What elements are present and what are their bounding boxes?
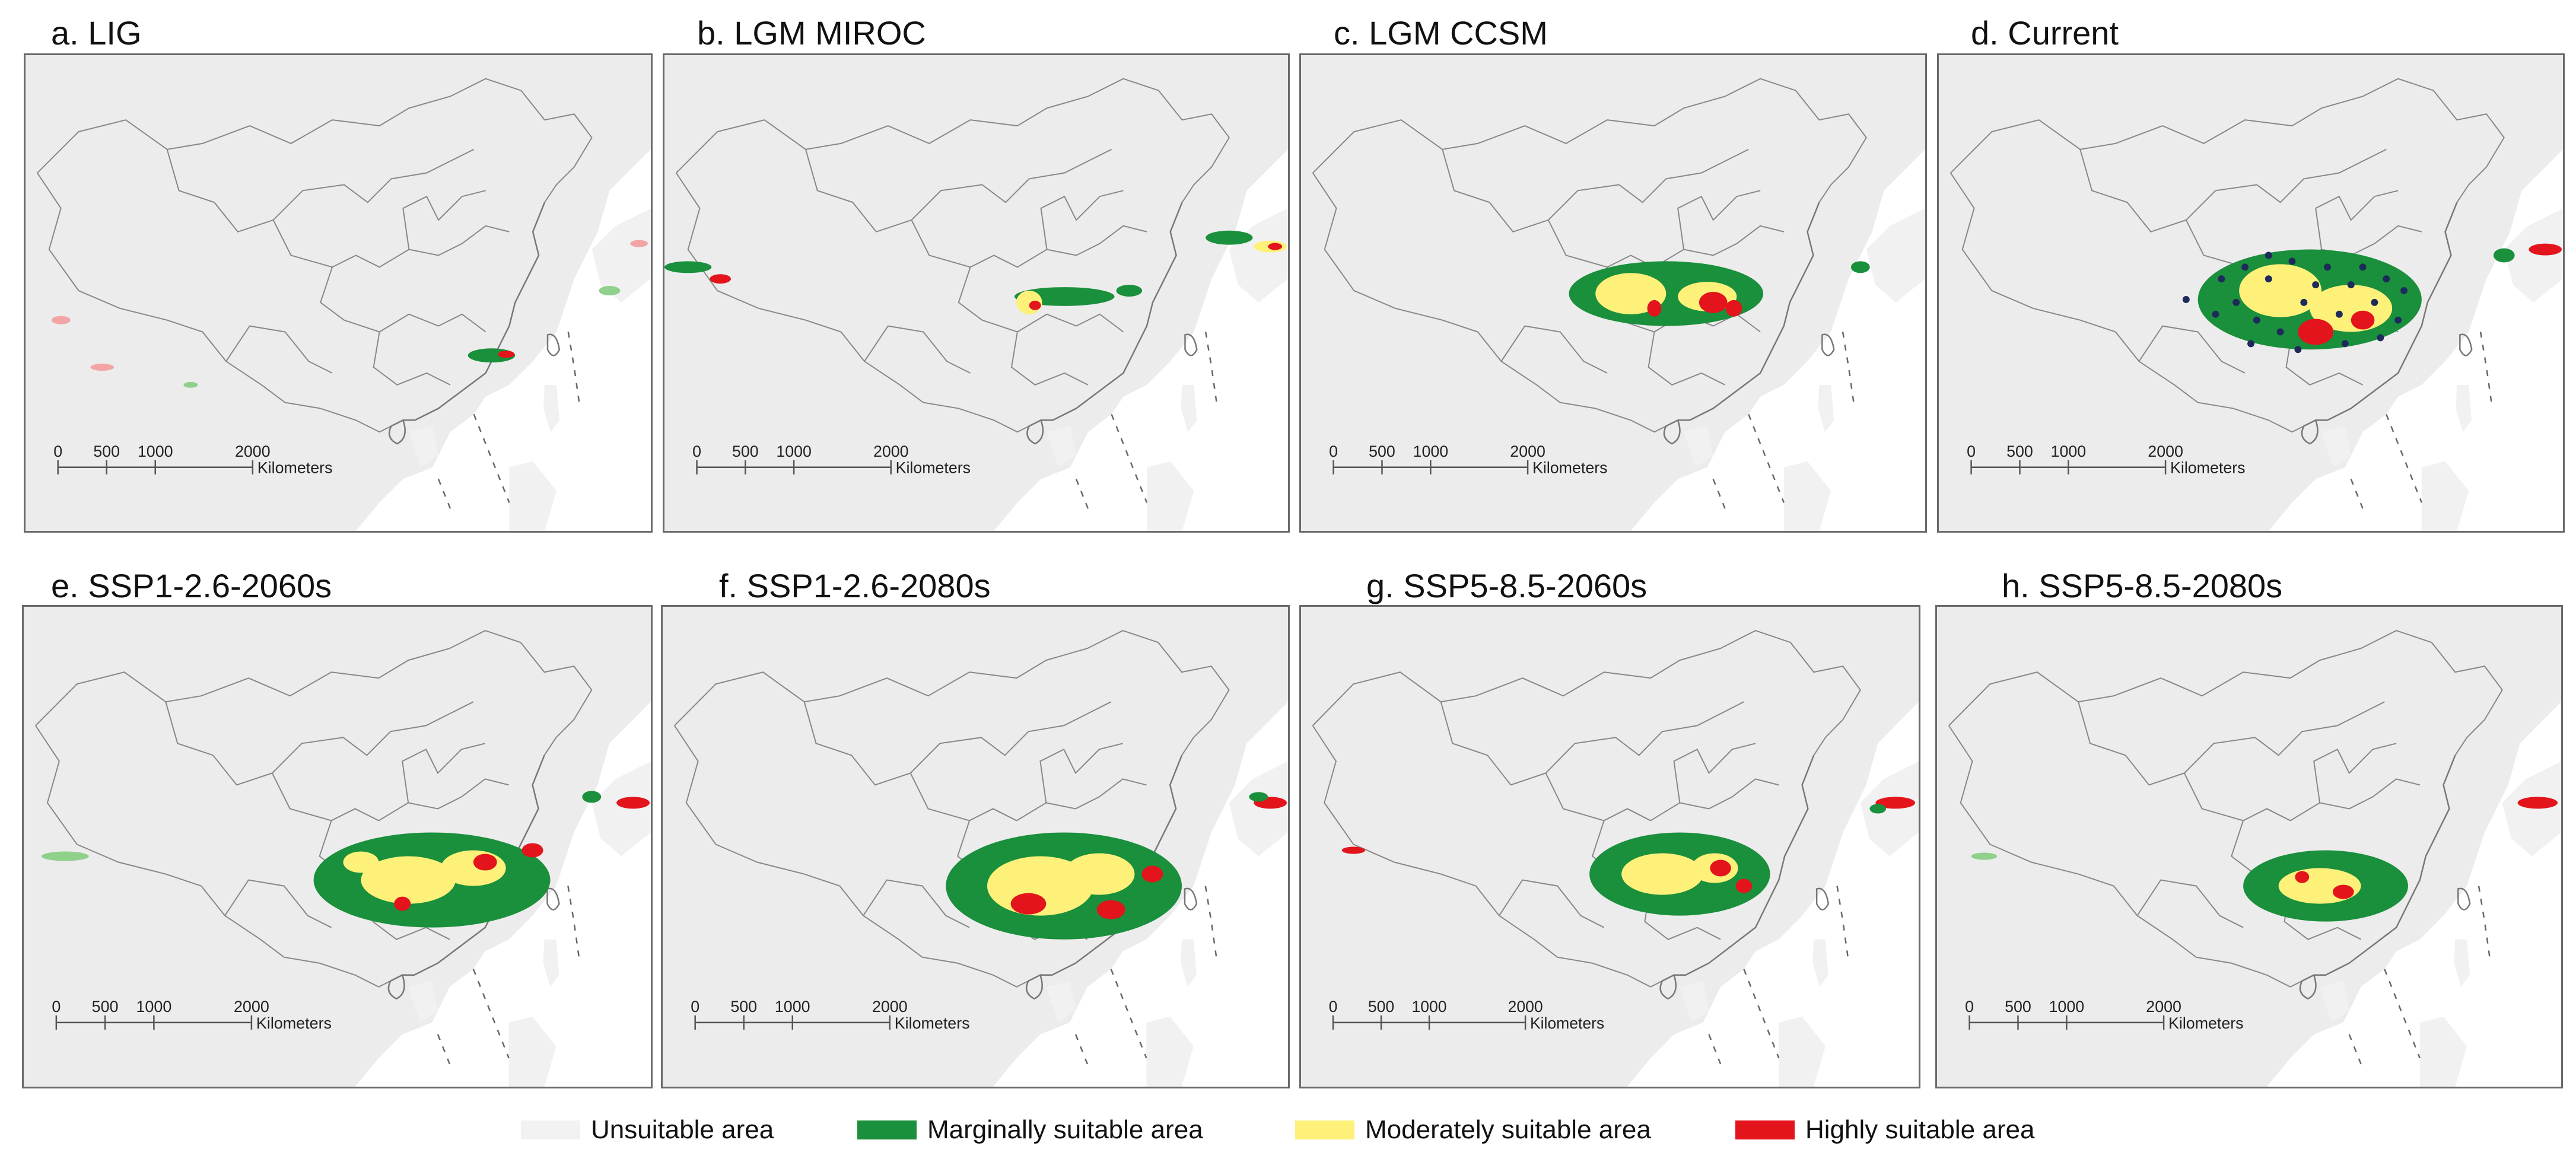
- panel-title-f: f. SSP1-2.6-2080s: [719, 567, 991, 604]
- scale-bar-tick-label: 0: [1329, 442, 1338, 460]
- legend-label: Unsuitable area: [591, 1115, 774, 1144]
- legend-item-moderate: Moderately suitable area: [1295, 1109, 1651, 1151]
- legend-label: Marginally suitable area: [927, 1115, 1203, 1144]
- legend-label: Highly suitable area: [1805, 1115, 2035, 1144]
- scale-bar-unit: Kilometers: [257, 459, 333, 477]
- suitability-overlay: [1341, 797, 1916, 916]
- scale-bar-tick-label: 0: [1329, 998, 1338, 1015]
- scale-bar-tick-label: 500: [92, 998, 119, 1015]
- legend-swatch: [1295, 1120, 1354, 1139]
- map-panel-g[interactable]: 0 500 1000 2000 Kilometers: [1299, 605, 1920, 1088]
- scale-bar-tick-label: 500: [2006, 442, 2033, 460]
- scale-bar-unit: Kilometers: [895, 1014, 970, 1032]
- scale-bar-tick-label: 0: [691, 998, 699, 1015]
- scale-bar-tick-label: 0: [1967, 442, 1976, 460]
- scale-bar-tick-label: 1000: [138, 442, 173, 460]
- map-panel-f[interactable]: 0 500 1000 2000 Kilometers: [661, 605, 1290, 1088]
- panel-title-a: a. LIG: [51, 14, 142, 52]
- map-panel-c[interactable]: 0 500 1000 2000 Kilometers: [1299, 53, 1927, 533]
- scale-bar-tick-label: 1000: [1413, 442, 1449, 460]
- base-map: [664, 55, 1288, 531]
- scale-bar-tick-label: 500: [732, 442, 759, 460]
- scale-bar-unit: Kilometers: [256, 1014, 332, 1032]
- scale-bar-tick-label: 1000: [775, 998, 810, 1015]
- panel-title-g: g. SSP5-8.5-2060s: [1366, 567, 1648, 604]
- suitability-overlay: [51, 240, 648, 388]
- legend-swatch: [1735, 1120, 1795, 1139]
- panel-title-c: c. LGM CCSM: [1334, 14, 1548, 52]
- base-map: [26, 55, 651, 531]
- legend-item-high: Highly suitable area: [1735, 1109, 2034, 1151]
- suitability-overlay: [946, 792, 1287, 940]
- legend-item-marginal: Marginally suitable area: [857, 1109, 1203, 1151]
- scale-bar-tick-label: 0: [1965, 998, 1974, 1015]
- scale-bar-tick-label: 500: [2005, 998, 2031, 1015]
- scale-bar-tick-label: 2000: [2148, 442, 2183, 460]
- panel-title-h: h. SSP5-8.5-2080s: [2002, 567, 2283, 604]
- map-panel-a[interactable]: 0 500 1000 2000 Kilometers: [24, 53, 653, 533]
- scale-bar-tick-label: 2000: [234, 998, 269, 1015]
- legend-item-unsuitable: Unsuitable area: [521, 1109, 774, 1151]
- legend: Unsuitable area Marginally suitable area…: [0, 1109, 2576, 1151]
- scale-bar-tick-label: 1000: [2051, 442, 2087, 460]
- panel-title-d: d. Current: [1971, 14, 2119, 52]
- scale-bar-tick-label: 500: [93, 442, 120, 460]
- scale-bar-tick-label: 2000: [872, 998, 908, 1015]
- map-panel-h[interactable]: 0 500 1000 2000 Kilometers: [1935, 605, 2563, 1088]
- scale-bar-tick-label: 1000: [1412, 998, 1447, 1015]
- scale-bar-tick-label: 2000: [873, 442, 909, 460]
- scale-bar-tick-label: 1000: [2049, 998, 2085, 1015]
- scale-bar-tick-label: 1000: [776, 442, 812, 460]
- legend-label: Moderately suitable area: [1365, 1115, 1651, 1144]
- base-map: [24, 607, 651, 1087]
- base-map: [663, 607, 1288, 1087]
- scale-bar-unit: Kilometers: [1530, 1014, 1604, 1032]
- scale-bar-tick-label: 500: [730, 998, 757, 1015]
- suitability-overlay: [664, 230, 1287, 314]
- scale-bar-tick-label: 2000: [2146, 998, 2181, 1015]
- legend-swatch: [857, 1120, 917, 1139]
- scale-bar-unit: Kilometers: [1532, 459, 1608, 477]
- map-panel-d[interactable]: 0 500 1000 2000 Kilometers: [1937, 53, 2565, 533]
- scale-bar-unit: Kilometers: [896, 459, 971, 477]
- suitability-overlay: [41, 791, 650, 928]
- suitability-overlay: [1569, 261, 1870, 326]
- panel-title-e: e. SSP1-2.6-2060s: [51, 567, 332, 604]
- suitability-overlay: [1971, 797, 2558, 922]
- scale-bar-tick-label: 500: [1369, 442, 1395, 460]
- scale-bar-tick-label: 2000: [1508, 998, 1543, 1015]
- scale-bar-tick-label: 1000: [136, 998, 171, 1015]
- scale-bar-unit: Kilometers: [2168, 1014, 2244, 1032]
- legend-swatch: [521, 1120, 580, 1139]
- scale-bar-tick-label: 0: [52, 998, 61, 1015]
- suitability-overlay: [2182, 243, 2562, 354]
- scale-bar-tick-label: 0: [53, 442, 62, 460]
- panel-title-b: b. LGM MIROC: [697, 14, 926, 52]
- map-panel-b[interactable]: 0 500 1000 2000 Kilometers: [663, 53, 1290, 533]
- scale-bar-tick-label: 0: [692, 442, 701, 460]
- scale-bar-tick-label: 2000: [1510, 442, 1545, 460]
- map-panel-e[interactable]: 0 500 1000 2000 Kilometers: [22, 605, 653, 1088]
- scale-bar-unit: Kilometers: [2170, 459, 2246, 477]
- scale-bar-tick-label: 2000: [235, 442, 271, 460]
- scale-bar-tick-label: 500: [1368, 998, 1394, 1015]
